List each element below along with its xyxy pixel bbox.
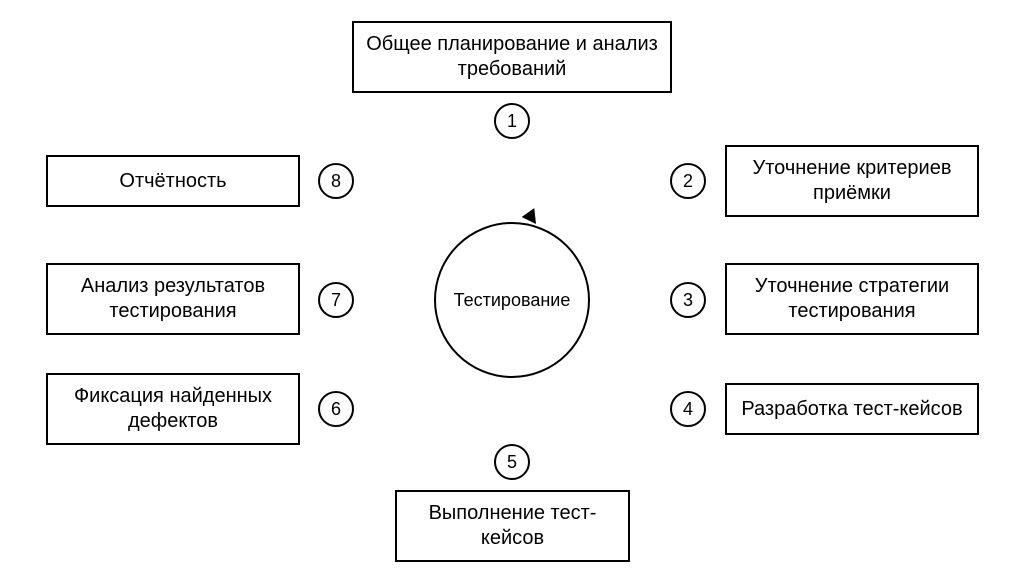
step-label: Уточнение критериев приёмки [737,156,967,206]
step-box-2: Уточнение критериев приёмки [725,145,979,217]
step-number-label: 6 [331,399,341,420]
step-number-label: 1 [507,111,517,132]
step-number-5: 5 [494,444,530,480]
step-label: Фиксация найденных дефектов [58,384,288,434]
step-number-4: 4 [670,391,706,427]
step-number-label: 8 [331,171,341,192]
step-number-label: 5 [507,452,517,473]
step-number-label: 3 [683,290,693,311]
step-box-3: Уточнение стратегии тестирования [725,263,979,335]
step-label: Разработка тест-кейсов [741,397,962,422]
step-label: Общее планирование и анализ требований [364,32,660,82]
step-label: Уточнение стратегии тестирования [737,274,967,324]
step-label: Анализ результатов тестирования [58,274,288,324]
step-box-8: Отчётность [46,155,300,207]
step-number-3: 3 [670,282,706,318]
step-number-6: 6 [318,391,354,427]
step-box-4: Разработка тест-кейсов [725,383,979,435]
step-number-7: 7 [318,282,354,318]
center-label: Тестирование [454,290,571,311]
step-number-label: 4 [683,399,693,420]
step-label: Отчётность [119,169,226,194]
step-number-8: 8 [318,163,354,199]
step-box-5: Выполнение тест-кейсов [395,490,630,562]
center-circle: Тестирование [434,222,590,378]
step-number-label: 7 [331,290,341,311]
step-box-1: Общее планирование и анализ требований [352,21,672,93]
step-box-7: Анализ результатов тестирования [46,263,300,335]
step-number-1: 1 [494,103,530,139]
diagram-canvas: Тестирование Общее планирование и анализ … [0,0,1024,581]
step-box-6: Фиксация найденных дефектов [46,373,300,445]
step-label: Выполнение тест-кейсов [407,501,618,551]
step-number-label: 2 [683,171,693,192]
step-number-2: 2 [670,163,706,199]
